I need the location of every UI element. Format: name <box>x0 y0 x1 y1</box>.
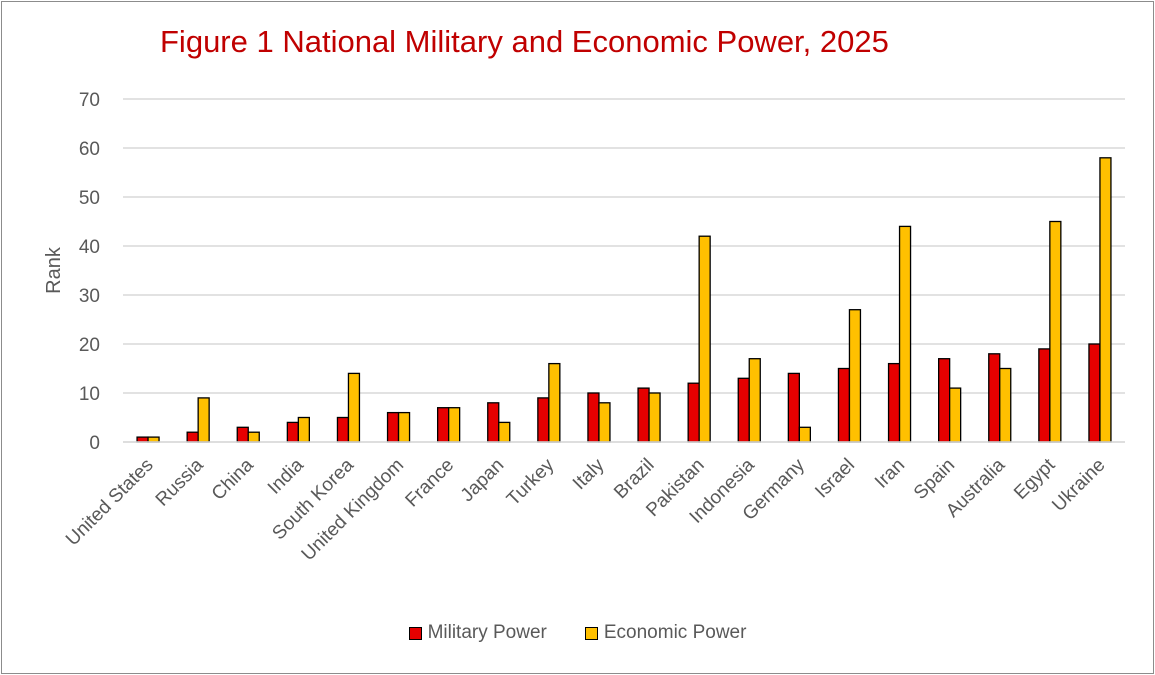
bar-military <box>236 426 249 443</box>
bar-military <box>737 377 750 443</box>
x-tick-label: Israel <box>811 455 859 503</box>
bar-economic <box>297 416 311 443</box>
bar-economic <box>397 411 411 443</box>
bar-military <box>687 382 700 443</box>
bar-economic <box>648 392 661 443</box>
bar-military <box>1038 348 1051 443</box>
bar-military <box>487 402 500 443</box>
y-tick-label: 70 <box>79 90 100 111</box>
bar-economic <box>598 402 611 443</box>
bar-economic <box>447 407 461 443</box>
x-tick-label: Ukraine <box>1048 455 1109 516</box>
bar-economic <box>898 225 912 443</box>
bar-economic <box>748 358 761 443</box>
bar-economic <box>347 372 361 443</box>
bar-military <box>1088 343 1101 443</box>
bar-economic <box>1099 157 1112 443</box>
x-tick-label: Iran <box>871 455 909 493</box>
y-tick-label: 60 <box>79 139 100 160</box>
y-tick-label: 40 <box>79 237 100 258</box>
bar-economic <box>498 421 511 443</box>
bar-military <box>286 421 300 443</box>
legend: Military Power Economic Power <box>0 622 1155 644</box>
bar-economic <box>247 431 260 443</box>
bar-military <box>938 358 951 443</box>
chart-title: Figure 1 National Military and Economic … <box>160 24 889 59</box>
bar-military <box>537 397 550 443</box>
legend-item-military: Military Power <box>408 622 547 644</box>
x-tick-label: Japan <box>457 455 508 506</box>
bar-economic <box>548 362 561 443</box>
bar-military <box>787 372 800 443</box>
bar-military <box>988 353 1001 443</box>
bar-military <box>386 411 400 443</box>
y-tick-label: 30 <box>79 286 100 307</box>
x-tick-label: France <box>402 455 459 512</box>
bar-economic <box>949 387 962 443</box>
y-tick-label: 50 <box>79 188 100 209</box>
x-tick-label: China <box>208 454 258 504</box>
legend-label-military: Military Power <box>427 622 547 643</box>
bar-military <box>637 387 650 443</box>
x-tick-label: India <box>264 454 308 498</box>
x-tick-label: Russia <box>152 454 208 510</box>
bar-military <box>336 416 350 443</box>
bar-economic <box>197 397 210 443</box>
bar-military <box>436 407 450 443</box>
bar-military <box>186 431 199 443</box>
legend-swatch-military <box>408 626 422 640</box>
legend-label-economic: Economic Power <box>603 622 747 643</box>
x-tick-label: Turkey <box>503 454 559 510</box>
legend-item-economic: Economic Power <box>584 622 747 644</box>
y-tick-label: 10 <box>79 384 100 405</box>
bar-military <box>887 362 901 443</box>
y-tick-label: 0 <box>89 433 100 454</box>
bar-economic <box>698 235 711 443</box>
bar-economic <box>1049 220 1062 443</box>
y-tick-label: 20 <box>79 335 100 356</box>
bar-military <box>837 367 851 443</box>
bar-economic <box>798 426 811 443</box>
bar-military <box>587 392 600 443</box>
bar-economic <box>999 367 1012 443</box>
bar-economic <box>848 309 862 443</box>
legend-swatch-economic <box>584 626 598 640</box>
y-axis-label: Rank <box>43 246 65 294</box>
x-tick-label: United States <box>62 455 158 551</box>
x-tick-label: Italy <box>569 454 609 494</box>
